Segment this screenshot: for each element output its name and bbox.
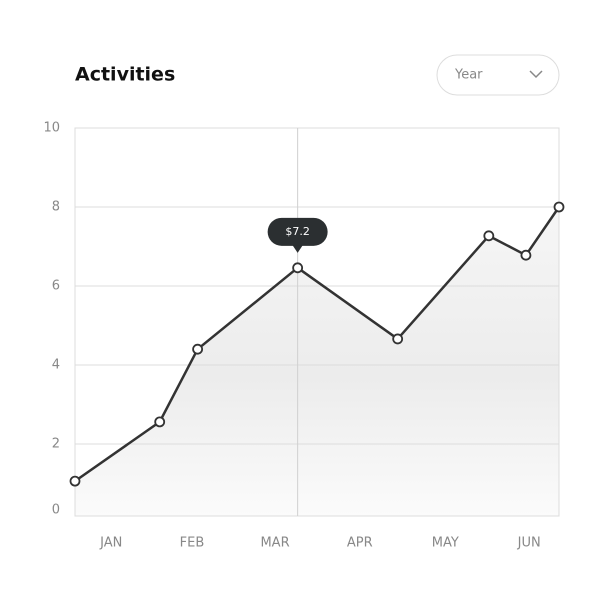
point [292, 262, 304, 274]
x-tick-label: MAY [432, 536, 459, 551]
tooltip-label: $7.2 [285, 225, 310, 238]
x-tick-label: FEB [180, 536, 205, 551]
tooltip-pointer [292, 245, 303, 253]
dropdown[interactable]: Year [436, 54, 560, 96]
dropdown-label[interactable]: Year [454, 68, 483, 83]
point [483, 230, 495, 242]
area [75, 207, 559, 516]
x-tick-label: JUN [517, 536, 541, 551]
y-tick-label: 6 [52, 279, 60, 294]
point [69, 475, 81, 487]
point [392, 333, 404, 345]
y-tick-label: 10 [43, 121, 60, 136]
x-tick-label: JAN [99, 536, 122, 551]
y-tick-label: 4 [52, 358, 60, 373]
dropdown-box[interactable] [436, 54, 560, 96]
x-tick-label: APR [347, 536, 373, 551]
y-tick-label: 0 [52, 503, 60, 518]
y-tick-label: 8 [52, 200, 60, 215]
point [520, 249, 532, 261]
x-tick-label: MAR [260, 536, 289, 551]
point [154, 416, 166, 428]
y-tick-label: 2 [52, 437, 60, 452]
plot-frame [74, 127, 560, 517]
point [192, 343, 204, 355]
dropdown-arrow[interactable] [529, 70, 543, 79]
chart-title: Activities [75, 64, 175, 86]
line [74, 206, 561, 483]
point [553, 201, 565, 213]
tooltip-box [267, 217, 328, 246]
